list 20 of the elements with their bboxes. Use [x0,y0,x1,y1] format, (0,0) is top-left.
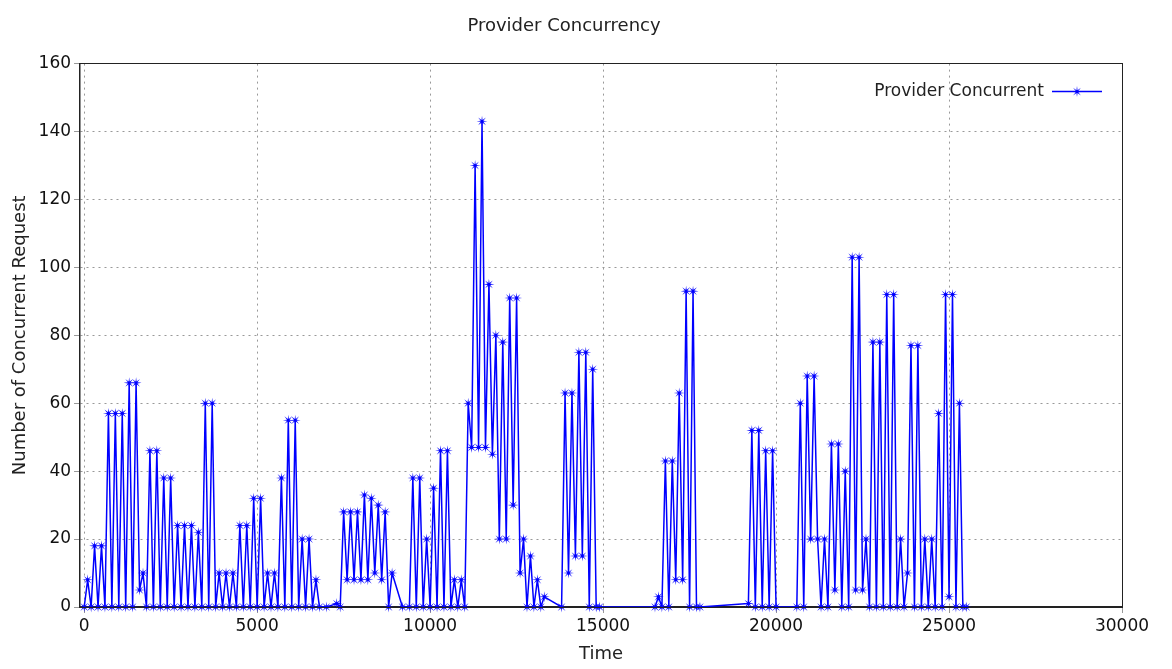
y-tick-label: 40 [49,459,72,480]
x-tick-label: 10000 [403,614,458,635]
y-tick-label: 160 [38,52,72,73]
x-tick-label: 0 [78,614,90,635]
x-axis-title: Time [577,641,624,663]
legend-label: Provider Concurrent [874,80,1045,101]
y-tick-label: 60 [49,391,72,412]
x-tick-label: 15000 [576,614,631,635]
y-tick-label: 20 [49,527,72,548]
x-tick-label: 30000 [1094,614,1150,635]
y-tick-label: 120 [38,187,72,208]
y-axis-title: Number of Concurrent Request [8,195,30,476]
x-tick-label: 5000 [235,614,279,635]
x-tick-label: 25000 [921,614,977,635]
y-tick-label: 140 [38,119,72,140]
y-tick-label: 100 [38,255,72,276]
y-tick-label: 0 [60,595,72,616]
x-tick-label: 20000 [749,614,804,635]
y-tick-label: 80 [49,323,72,344]
chart-title: Provider Concurrency [467,14,661,36]
